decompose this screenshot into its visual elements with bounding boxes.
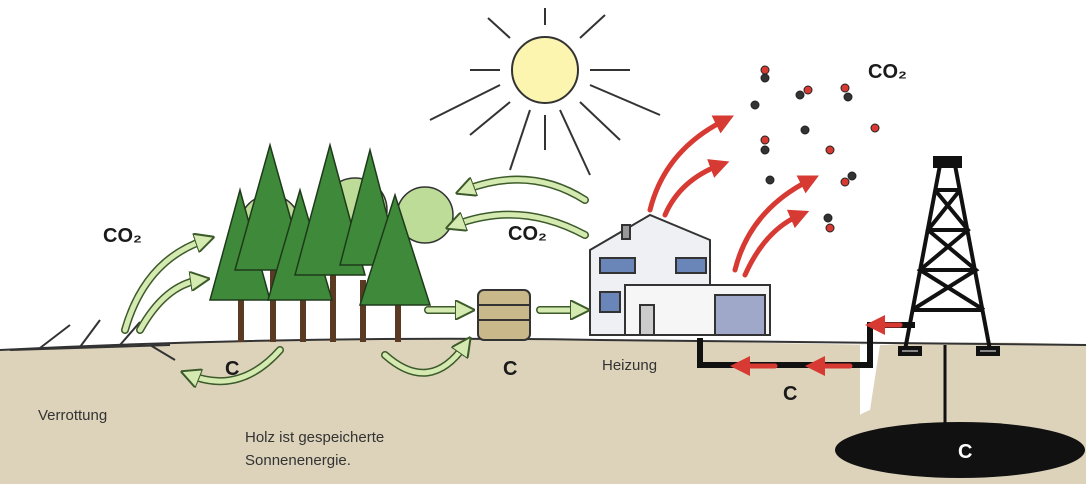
carbon-label: C	[783, 383, 797, 405]
house	[589, 213, 771, 336]
carbon-label: C	[503, 358, 517, 380]
carbon-cycle-arrows	[121, 175, 585, 382]
sun	[429, 8, 661, 176]
co2-label: CO₂	[508, 223, 547, 245]
caption: Verrottung	[38, 407, 107, 424]
co2-label: CO₂	[103, 225, 142, 247]
caption: Heizung	[602, 357, 657, 374]
ground-line	[0, 337, 1086, 351]
fallen-branch	[9, 319, 176, 361]
carbon-label: C	[225, 358, 239, 380]
emission-arrows	[647, 115, 903, 376]
caption: Sonnenenergie.	[245, 452, 351, 469]
carbon-label: C	[958, 441, 972, 463]
wood-pile	[477, 289, 531, 341]
oil-deposit	[835, 422, 1085, 478]
caption: Holz ist gespeicherte	[245, 429, 384, 446]
oil-derrick	[898, 156, 1000, 356]
co2-molecules	[750, 65, 880, 233]
co2-label: CO₂	[868, 61, 907, 83]
forest	[209, 142, 454, 342]
